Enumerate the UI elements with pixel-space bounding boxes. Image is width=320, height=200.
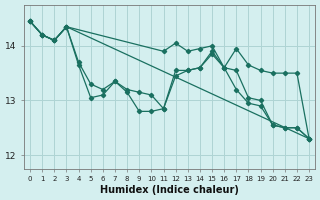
X-axis label: Humidex (Indice chaleur): Humidex (Indice chaleur)	[100, 185, 239, 195]
